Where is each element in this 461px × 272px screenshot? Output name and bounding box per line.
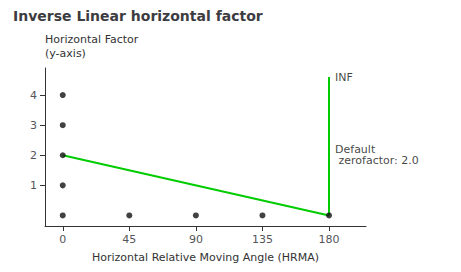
svg-text:4: 4 [30, 89, 37, 102]
svg-text:zerofactor: 2.0: zerofactor: 2.0 [335, 154, 419, 167]
svg-text:Horizontal Relative Moving Ang: Horizontal Relative Moving Angle (HRMA) [92, 251, 319, 264]
svg-text:Default: Default [335, 143, 376, 157]
svg-text:45: 45 [122, 233, 136, 246]
svg-text:3: 3 [30, 119, 37, 132]
svg-text:180: 180 [319, 233, 340, 246]
svg-text:135: 135 [252, 233, 273, 246]
svg-text:Horizontal Factor: Horizontal Factor [45, 33, 139, 46]
svg-text:(y-axis): (y-axis) [45, 47, 86, 60]
svg-text:INF: INF [335, 71, 353, 84]
svg-text:2: 2 [30, 149, 37, 162]
svg-text:90: 90 [189, 233, 203, 246]
svg-text:Inverse Linear horizontal fact: Inverse Linear horizontal factor [13, 8, 263, 24]
svg-text:1: 1 [30, 179, 37, 192]
svg-text:0: 0 [59, 233, 66, 246]
